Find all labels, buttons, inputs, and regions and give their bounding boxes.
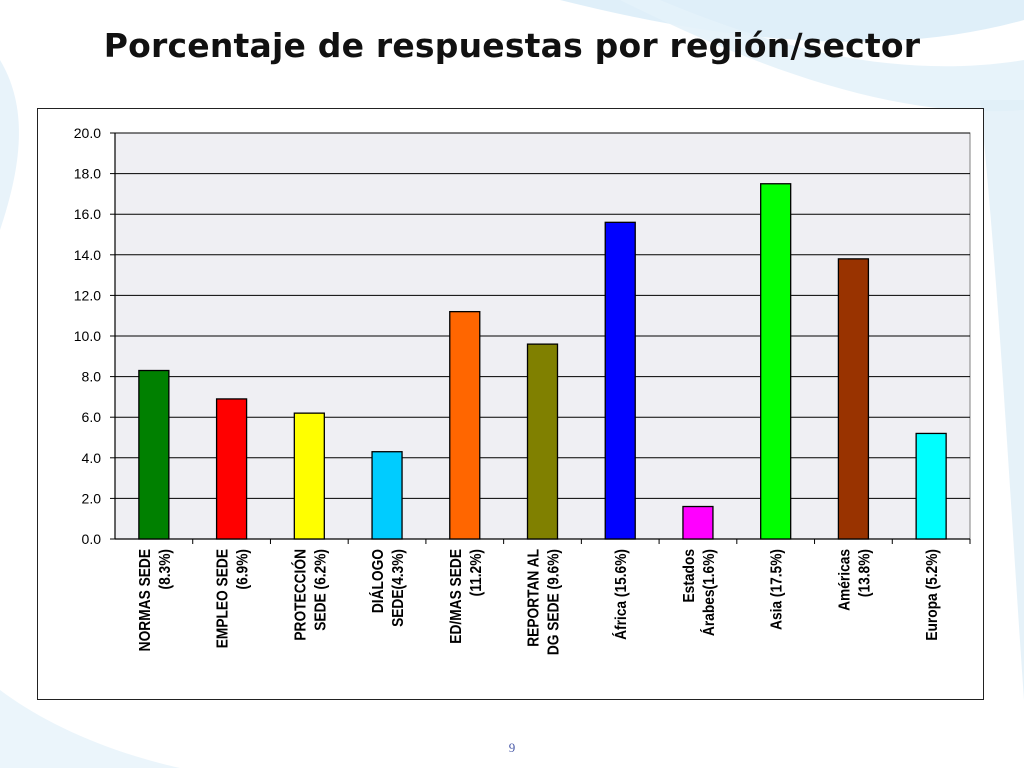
bar-11 [915,432,947,540]
category-label-line: NORMAS SEDE [136,549,154,651]
y-tick-label: 18.0 [74,166,101,182]
bar-5 [449,310,481,540]
category-label-line: PROTECCIÓN [290,549,309,641]
bar-8 [682,505,714,540]
category-label-line: EMPLEO SEDE [214,549,232,648]
category-label-1: NORMAS SEDE (8.3%) [136,549,174,651]
chart-container: 0.0 2.0 4.0 6.0 8.0 10.0 12.0 14.0 16.0 18.0 20.0 N… [37,108,984,700]
category-label-line: (11.2%) [467,549,485,596]
y-tick-label: 14.0 [74,247,101,263]
bar-7 [604,221,636,540]
y-tick-label: 10.0 [74,328,101,344]
category-label-line: DG SEDE (9.6%) [545,549,563,655]
category-label-line: Árabes(1.6%) [700,549,718,636]
y-tick-label: 16.0 [74,206,101,222]
category-label-line: ED/MAS SEDE [447,549,465,644]
category-label-line: REPORTAN AL [525,549,543,647]
category-label-line: África (15.6%) [612,549,630,640]
category-label-11: Europa (5.2%) [923,549,941,641]
category-label-3: PROTECCIÓN SEDE (6.2%) [290,549,329,641]
bar-4 [371,451,403,540]
category-label-line: (6.9%) [234,549,252,590]
category-label-8: Estados Árabes(1.6%) [680,549,718,636]
category-label-9: Asia (17.5%) [768,549,786,630]
bar-1 [138,369,170,540]
category-label-line: SEDE (6.2%) [311,549,329,631]
category-label-6: REPORTAN AL DG SEDE (9.6%) [525,549,563,655]
bar-2 [215,398,248,540]
category-label-line: (13.8%) [855,549,873,597]
y-tick-label: 2.0 [82,490,102,506]
y-tick-label: 6.0 [82,409,102,425]
category-label-4: DIÁLOGO SEDE(4.3%) [369,549,407,627]
y-tick-label: 4.0 [82,450,102,466]
category-label-10: Américas (13.8%) [835,549,873,611]
bar-10 [837,258,870,540]
category-label-line: Américas [835,549,853,611]
category-label-7: África (15.6%) [612,549,630,640]
category-label-line: DIÁLOGO [369,549,387,613]
bar-9 [760,183,792,540]
category-label-line: SEDE(4.3%) [389,549,407,627]
category-label-line: Estados [680,549,698,602]
bar-3 [293,412,325,540]
y-tick-label: 12.0 [74,287,101,303]
category-label-2: EMPLEO SEDE (6.9%) [214,549,252,648]
bar-6 [526,343,559,540]
category-label-line: Europa (5.2%) [923,549,941,641]
category-label-line: Asia (17.5%) [768,549,786,630]
y-tick-label: 0.0 [82,531,102,547]
page-number: 9 [508,740,516,755]
bar-chart: 0.0 2.0 4.0 6.0 8.0 10.0 12.0 14.0 16.0 18.0 20.0 N… [74,125,971,655]
category-label-line: (8.3%) [156,549,174,590]
category-label-5: ED/MAS SEDE (11.2%) [447,549,485,644]
y-tick-label: 8.0 [82,369,102,385]
y-tick-label: 20.0 [74,125,101,141]
slide-title: Porcentaje de respuestas por región/sect… [103,26,921,65]
